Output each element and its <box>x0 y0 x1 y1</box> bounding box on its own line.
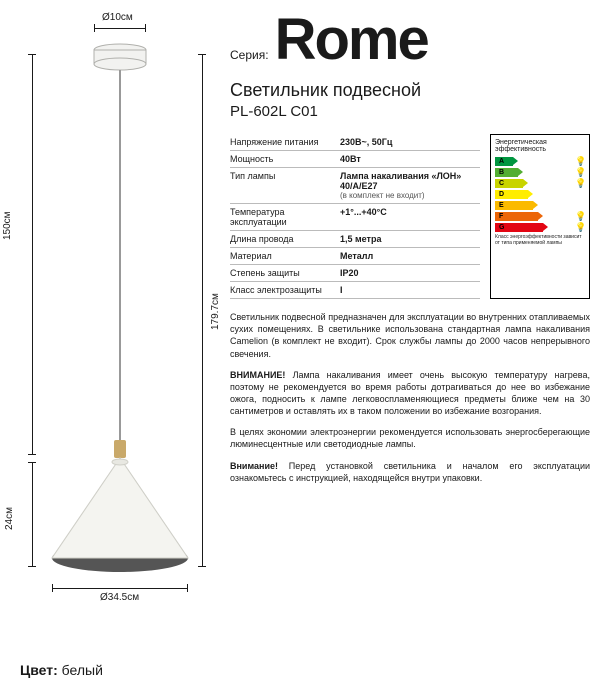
dim-cable-height: 150см <box>2 211 13 240</box>
color-label: Цвет: <box>20 662 58 678</box>
body-paragraph: Внимание! Перед установкой светильника и… <box>230 460 590 484</box>
energy-title: Энергетическая эффективность <box>495 139 585 153</box>
spec-row: Напряжение питания230В~, 50Гц <box>230 134 480 151</box>
spec-row: Класс электрозащитыI <box>230 282 480 299</box>
body-paragraph: Светильник подвесной предназначен для эк… <box>230 311 590 360</box>
spec-table: Напряжение питания230В~, 50ГцМощность40В… <box>230 134 480 299</box>
dim-shade-diameter: Ø34.5см <box>100 592 139 603</box>
body-paragraph: В целях экономии электроэнергии рекоменд… <box>230 426 590 450</box>
series-heading: Серия: Rome <box>230 14 590 66</box>
spec-row: Степень защитыIP20 <box>230 265 480 282</box>
body-paragraph: ВНИМАНИЕ! Лампа накаливания имеет очень … <box>230 369 590 418</box>
series-name: Rome <box>275 14 428 66</box>
energy-class-row: G💡 <box>495 222 585 232</box>
dim-shade-height: 24см <box>4 507 15 530</box>
energy-class-row: C💡 <box>495 178 585 188</box>
energy-class-row: D <box>495 189 585 199</box>
spec-row: Длина провода1,5 метра <box>230 231 480 248</box>
spec-row: Температура эксплуатации+1°...+40°С <box>230 204 480 231</box>
lamp-diagram: Ø10см 150см 179.7см 24см Ø34.5см <box>0 10 220 630</box>
energy-class-row: A💡 <box>495 156 585 166</box>
dim-total-height: 179.7см <box>210 293 221 330</box>
series-label: Серия: <box>230 49 269 61</box>
color-value: белый <box>62 662 103 678</box>
energy-class-row: F💡 <box>495 211 585 221</box>
color-row: Цвет: белый <box>20 662 103 678</box>
energy-label: Энергетическая эффективность A💡B💡C💡DEF💡G… <box>490 134 590 299</box>
spec-row: Мощность40Вт <box>230 151 480 168</box>
spec-row: Тип лампыЛампа накаливания «ЛОН» 40/A/E2… <box>230 168 480 204</box>
subtitle: Светильник подвесной <box>230 80 590 101</box>
energy-footnote: Класс энергоэффективности зависит от тип… <box>495 235 585 246</box>
energy-class-row: E <box>495 200 585 210</box>
description-block: Светильник подвесной предназначен для эк… <box>230 311 590 484</box>
spec-row: МатериалМеталл <box>230 248 480 265</box>
model-code: PL-602L C01 <box>230 103 590 120</box>
dim-canopy-diameter: Ø10см <box>102 12 133 23</box>
energy-class-row: B💡 <box>495 167 585 177</box>
